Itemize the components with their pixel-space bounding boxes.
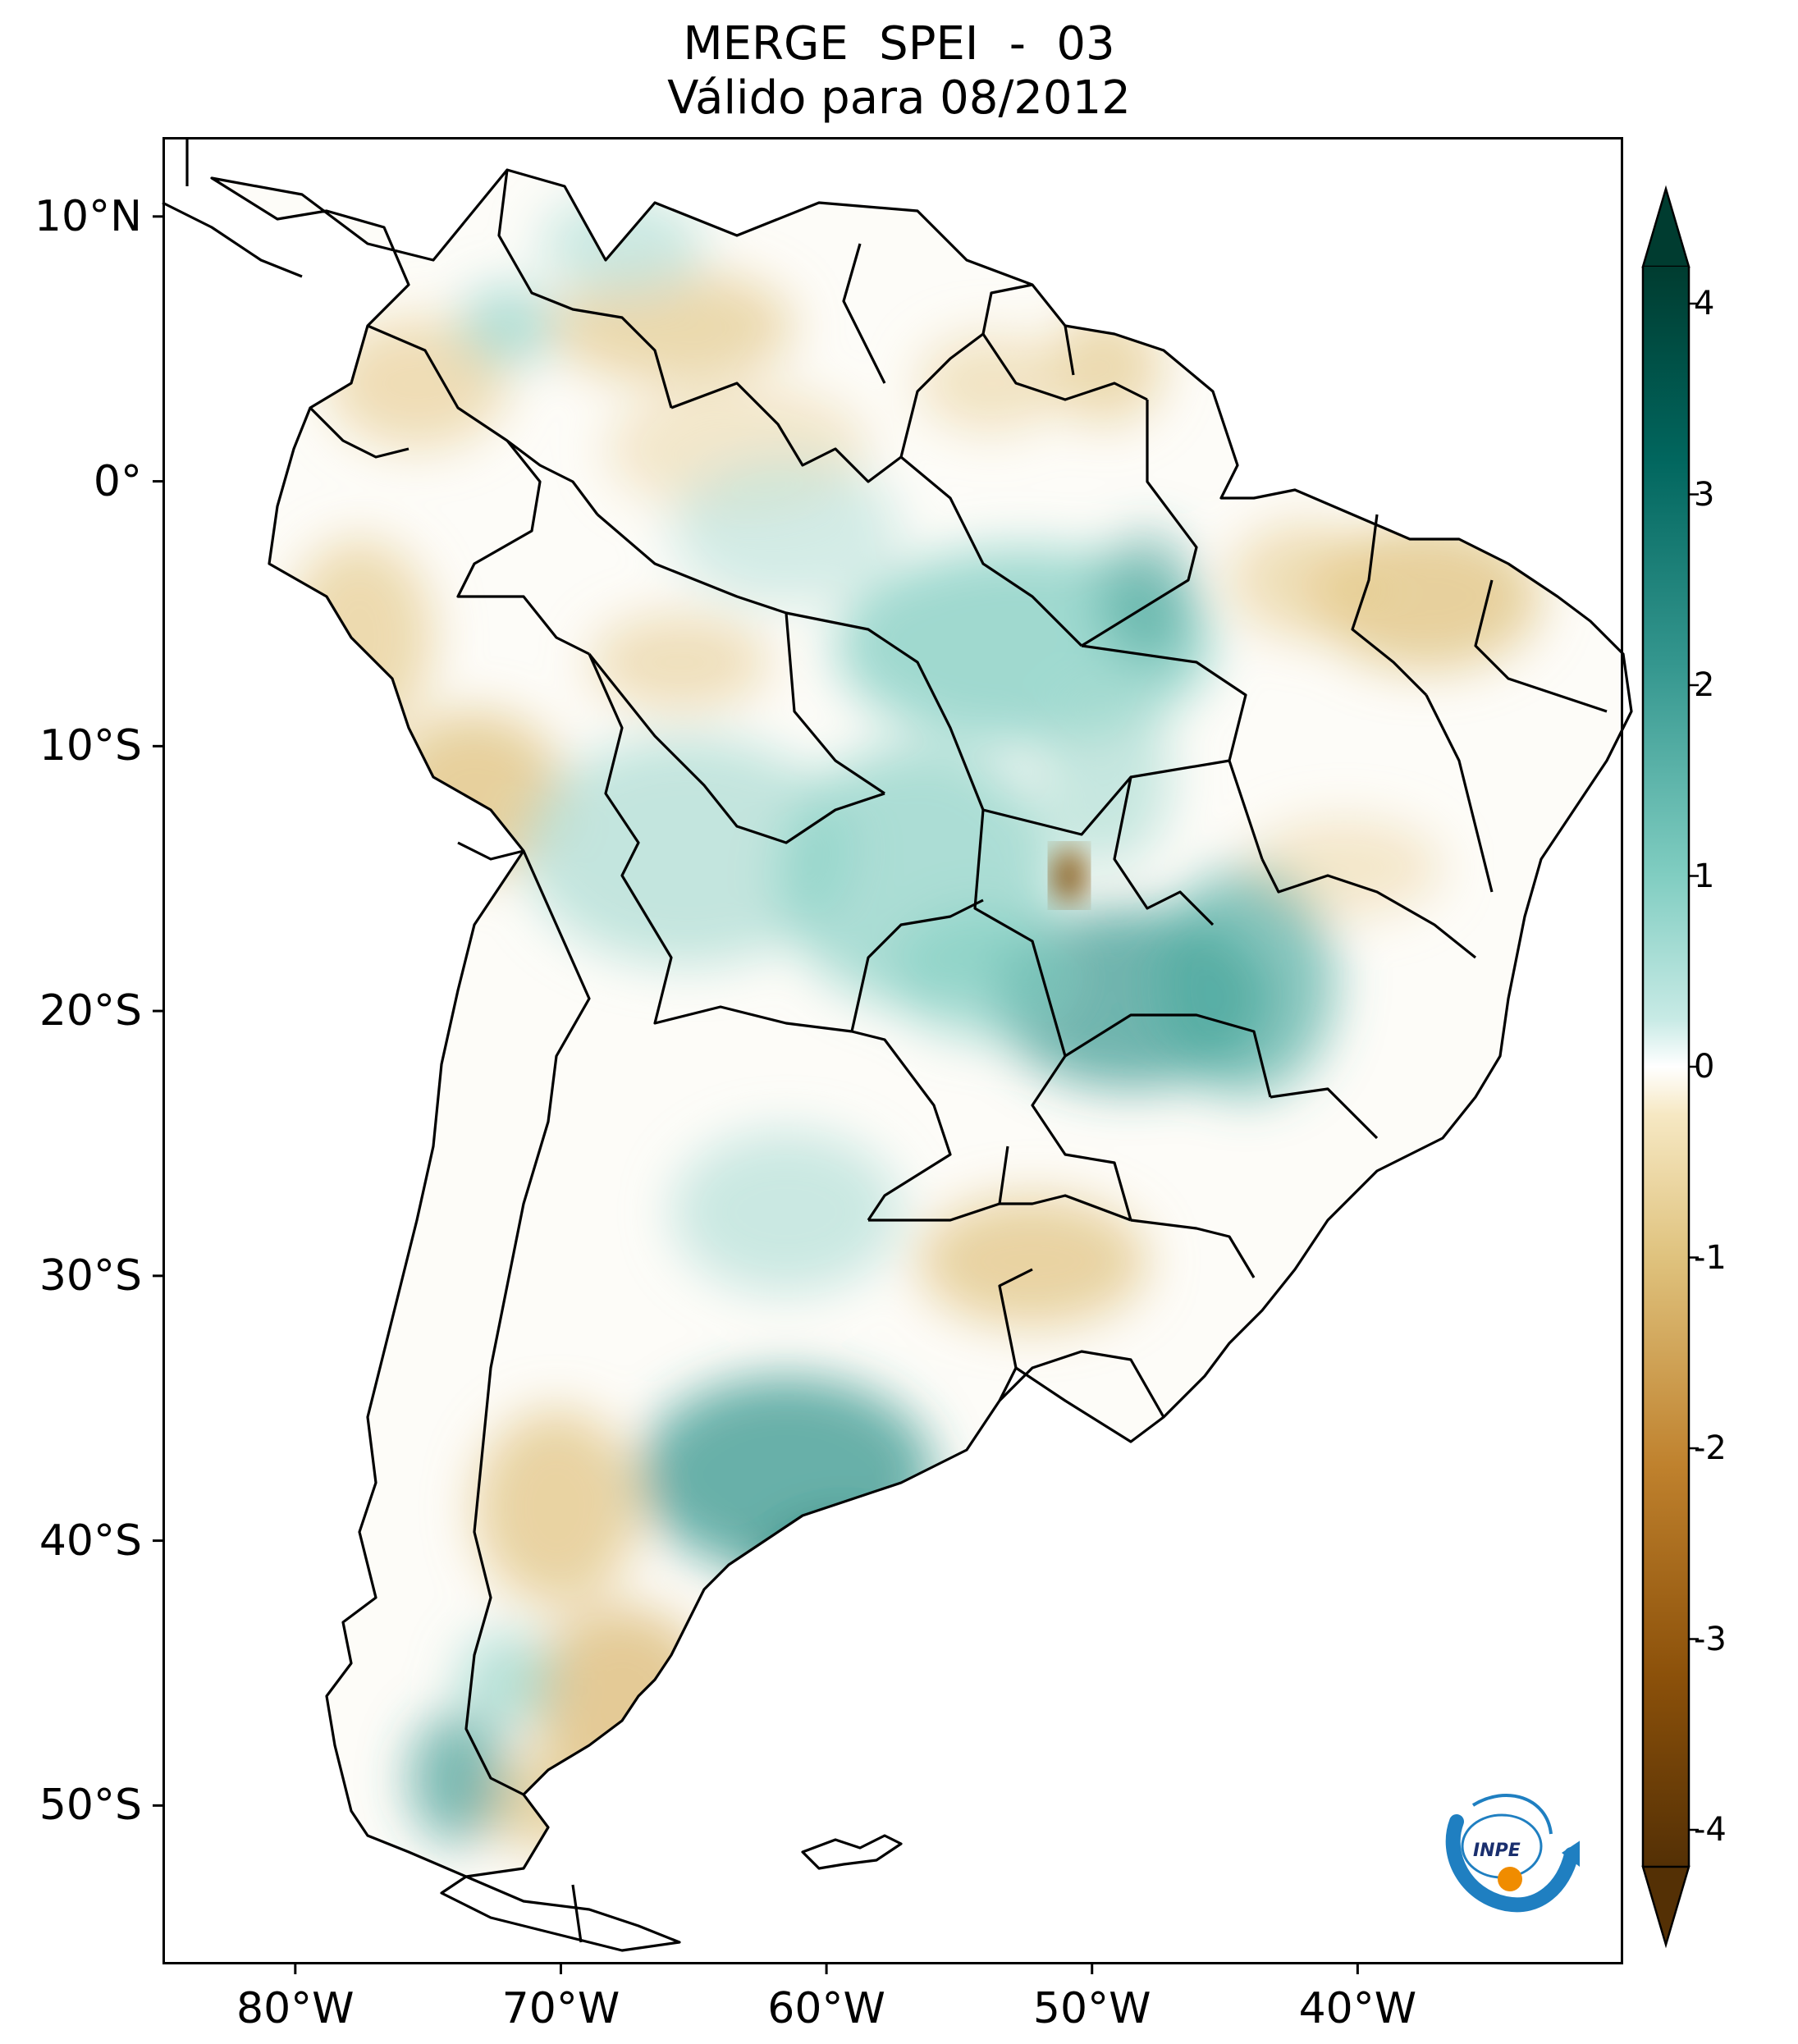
colorbar-bottom-arrow [1641,1865,1690,1949]
colorbar-top-arrow [1641,185,1690,268]
map-title: MERGE SPEI - 03 [683,17,1115,71]
colorbar-gradient [1643,267,1689,1867]
lat-tick-label: 50°S [39,1781,142,1831]
country-borders [162,137,1633,1952]
colorbar-tick-label: 1 [1694,857,1715,895]
lon-tick-label: 70°W [501,1984,620,2033]
lat-tick-label: 40°S [39,1516,142,1566]
inpe-logo: INPE [1445,1793,1580,1913]
lon-tick-label: 40°W [1298,1984,1417,2033]
colorbar-tick-label: -2 [1694,1429,1727,1467]
lat-tick-label: 10°S [39,721,142,771]
colorbar-tick-label: 3 [1694,475,1715,514]
coastline [210,168,1633,1878]
axis-ticks [153,215,1359,1974]
colorbar-tick-label: -3 [1694,1620,1727,1658]
colorbar-tick-label: -1 [1694,1238,1727,1277]
colorbar-tick-label: 2 [1694,666,1715,704]
lon-tick-label: 50°W [1032,1984,1151,2033]
lat-tick-label: 0° [93,456,142,506]
colorbar-tick-label: -4 [1694,1811,1727,1849]
map-frame [162,137,1623,1964]
map-subtitle: Válido para 08/2012 [667,71,1131,125]
spei-map [153,137,1633,1974]
lat-tick-label: 30°S [39,1251,142,1301]
lon-tick-label: 60°W [767,1984,885,2033]
inpe-logo-text: INPE [1473,1841,1521,1861]
colorbar-tick-label: 4 [1694,285,1715,322]
spei-colorbar [1641,185,1699,1949]
lat-tick-label: 10°N [34,191,142,241]
lon-tick-label: 80°W [236,1984,355,2033]
colorbar-tick-label: 0 [1694,1048,1715,1086]
lat-tick-label: 20°S [39,986,142,1036]
